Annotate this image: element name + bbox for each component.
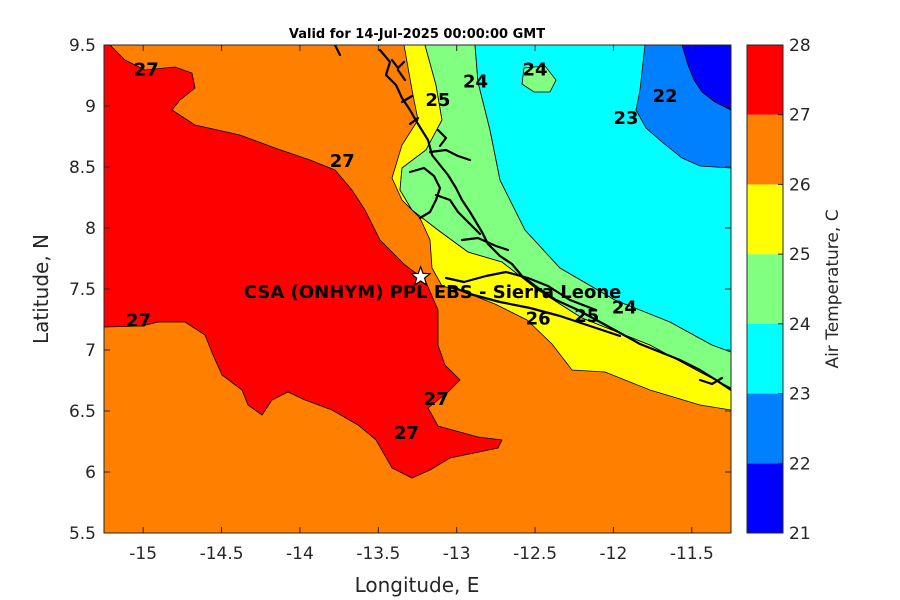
y-tick-label: 6.5 — [69, 402, 96, 422]
colorbar-tick-label: 26 — [789, 175, 811, 195]
contour-label: 24 — [523, 59, 548, 80]
contour-label: 23 — [613, 108, 638, 129]
contour-label: 24 — [463, 72, 488, 93]
colorbar-frame — [746, 44, 784, 534]
x-axis-label: Longitude, E — [355, 573, 480, 597]
x-tick-label: -14 — [286, 544, 314, 564]
band-24-island — [521, 65, 557, 93]
y-tick-label: 9 — [85, 97, 96, 117]
x-tick-label: -13.5 — [356, 544, 400, 564]
y-tick-label: 8 — [85, 219, 96, 239]
colorbar-tick-label: 23 — [789, 385, 811, 405]
x-axis-ticks: -15 -14.5 -14 -13.5 -13 -12.5 -12 -11.5 — [129, 45, 714, 564]
y-tick-label: 8.5 — [69, 158, 96, 178]
contour-label: 27 — [134, 59, 159, 80]
x-tick-label: -12 — [600, 544, 628, 564]
colorbar-swatch — [747, 393, 783, 464]
colorbar-swatch — [747, 184, 783, 255]
y-axis-label: Latitude, N — [29, 234, 53, 344]
colorbar-swatch — [747, 463, 783, 533]
colorbar-tick-label: 28 — [789, 36, 811, 56]
colorbar-swatch — [747, 323, 783, 394]
x-tick-label: -15 — [129, 544, 157, 564]
x-tick-label: -13 — [443, 544, 471, 564]
star-icon — [409, 265, 432, 287]
map-title: Valid for 14-Jul-2025 00:00:00 GMT — [289, 27, 545, 42]
colorbar-tick-label: 22 — [789, 454, 811, 474]
y-tick-label: 6 — [85, 463, 96, 483]
band-27-region — [104, 45, 503, 479]
contour-label: 25 — [574, 306, 599, 327]
colorbar-swatch — [747, 254, 783, 324]
contour-label: 27 — [394, 423, 419, 444]
contour-label: 27 — [424, 389, 449, 410]
contour-label: 27 — [330, 151, 355, 172]
contour-label: 27 — [126, 311, 151, 332]
contour-label: 24 — [612, 297, 637, 318]
y-tick-label: 7 — [85, 341, 96, 361]
colorbar: 21 22 23 24 25 26 27 28 — [746, 36, 811, 544]
contour-label: 22 — [653, 86, 678, 107]
colorbar-tick-label: 25 — [789, 245, 811, 265]
colorbar-tick-label: 27 — [789, 106, 811, 126]
y-tick-label: 7.5 — [69, 280, 96, 300]
contour-map — [104, 45, 731, 533]
colorbar-swatch — [747, 45, 783, 115]
site-label: CSA (ONHYM) PPL EBS - Sierra Leone — [244, 282, 621, 303]
x-tick-label: -12.5 — [513, 544, 557, 564]
colorbar-tick-label: 24 — [789, 315, 811, 335]
colorbar-tick-label: 21 — [789, 524, 811, 544]
contour-label: 25 — [425, 90, 450, 111]
x-tick-label: -11.5 — [670, 544, 714, 564]
contour-label: 26 — [526, 308, 551, 329]
y-axis-ticks: 5.5 6 6.5 7 7.5 8 8.5 9 9.5 — [69, 36, 731, 544]
x-tick-label: -14.5 — [200, 544, 244, 564]
y-tick-label: 5.5 — [69, 524, 96, 544]
y-tick-label: 9.5 — [69, 36, 96, 56]
colorbar-swatch — [747, 114, 783, 185]
site-marker: CSA (ONHYM) PPL EBS - Sierra Leone — [244, 265, 621, 303]
band-21-region — [681, 45, 731, 111]
coastline — [333, 45, 731, 392]
colorbar-label: Air Temperature, C — [823, 209, 843, 368]
